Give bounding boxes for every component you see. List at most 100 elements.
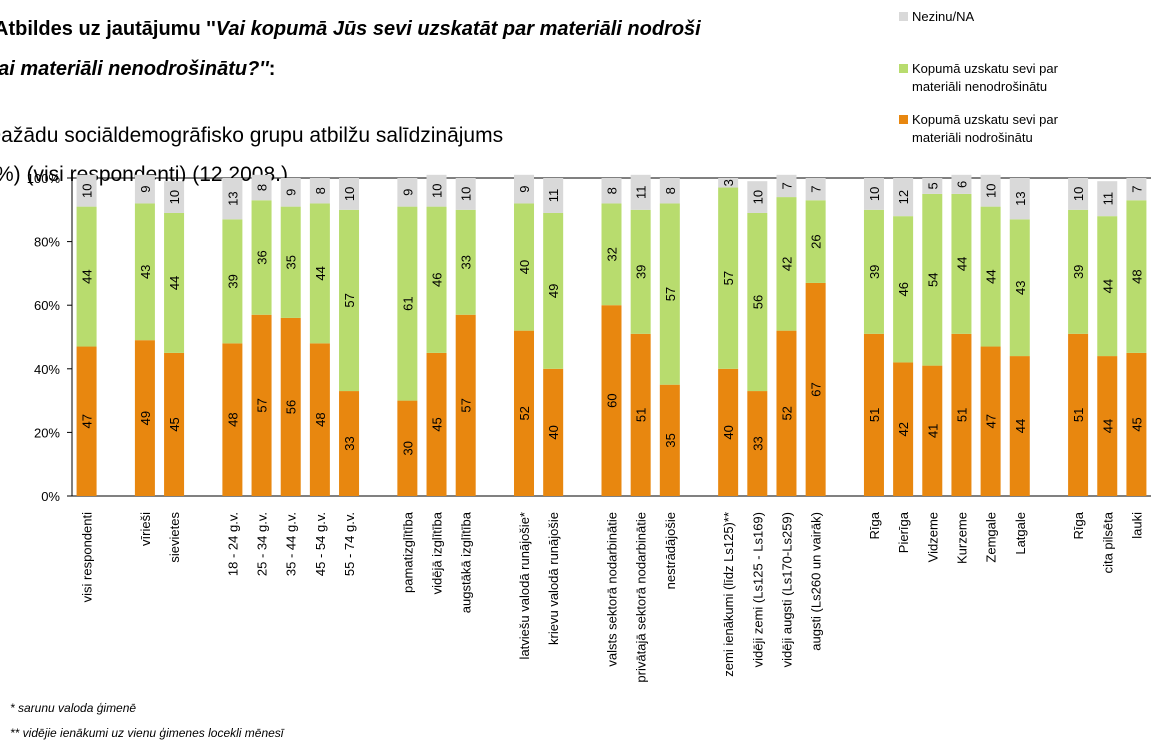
x-label-group: vidēji augsti (Ls170-Ls259) — [779, 512, 794, 667]
value-label-group: 42 — [779, 257, 794, 271]
value-label-group: 40 — [517, 260, 532, 274]
value-label-group: 48 — [225, 412, 240, 426]
y-tick-label: 100% — [27, 171, 61, 186]
bar-segment — [893, 216, 914, 363]
value-label: 13 — [1013, 191, 1028, 205]
x-tick-label: 45 - 54 g.v. — [313, 512, 328, 576]
value-label-group: 43 — [1013, 280, 1028, 294]
value-label: 57 — [342, 293, 357, 307]
bar-segment — [280, 206, 301, 318]
value-label-group: 47 — [80, 414, 95, 428]
bar-segment — [280, 178, 301, 207]
x-label-group: krievu valodā runājošie — [546, 512, 561, 645]
value-label: 48 — [1129, 269, 1144, 283]
bar-segment — [776, 174, 797, 198]
title-part: Vai kopumā Jūs sevi uzskatāt par materiā… — [216, 18, 701, 40]
value-label-group: 7 — [1129, 186, 1144, 193]
bar-segment — [1068, 333, 1089, 496]
value-label-group: 8 — [663, 187, 678, 194]
bar-segment — [76, 206, 97, 347]
value-label: 8 — [255, 184, 270, 191]
x-tick-label: pamatizglītība — [400, 511, 415, 593]
value-label: 67 — [809, 382, 824, 396]
value-label-group: 7 — [779, 182, 794, 189]
bar-segment — [718, 178, 739, 188]
x-tick-label: 35 - 44 g.v. — [284, 512, 299, 576]
value-label: 40 — [517, 260, 532, 274]
value-label-group: 52 — [517, 406, 532, 420]
bar-segment — [339, 209, 360, 392]
value-label: 30 — [400, 441, 415, 455]
bar-segment — [222, 178, 243, 220]
value-label: 54 — [925, 273, 940, 287]
value-label: 39 — [225, 274, 240, 288]
bar-segment — [980, 174, 1001, 207]
value-label-group: 10 — [167, 190, 182, 204]
bar-segment — [951, 333, 972, 496]
bar-segment — [659, 178, 680, 204]
value-label: 10 — [750, 190, 765, 204]
bar-segment — [893, 362, 914, 496]
value-label: 44 — [1100, 279, 1115, 293]
value-label-group: 44 — [954, 257, 969, 271]
bar-segment — [747, 391, 768, 496]
y-tick-label: 60% — [34, 298, 60, 313]
value-label-group: 30 — [400, 441, 415, 455]
bar-segment — [455, 178, 476, 210]
x-label-group: Rīga — [1071, 511, 1086, 539]
value-label: 10 — [342, 187, 357, 201]
bar-segment — [1126, 352, 1147, 496]
bar-segment — [514, 203, 535, 331]
x-label-group: vidējā izglītība — [430, 511, 445, 594]
value-label: 9 — [284, 189, 299, 196]
x-tick-label: augsti (Ls260 un vairāk) — [809, 512, 824, 651]
x-tick-label: 55 - 74 g.v. — [342, 512, 357, 576]
x-label-group: vidēji zemi (Ls125 - Ls169) — [750, 512, 765, 667]
value-label: 41 — [925, 424, 940, 438]
value-label-group: 9 — [517, 186, 532, 193]
subtitle: Dažādu sociāldemogrāfisko grupu atbilžu … — [0, 124, 503, 147]
legend-swatch — [899, 115, 908, 124]
value-label: 45 — [167, 417, 182, 431]
x-tick-label: Zemgale — [984, 512, 999, 563]
value-label-group: 36 — [255, 250, 270, 264]
value-label: 9 — [517, 186, 532, 193]
value-label-group: 10 — [80, 183, 95, 197]
value-label-group: 46 — [896, 282, 911, 296]
bar-segment — [980, 346, 1001, 496]
x-label-group: augstākā izglītība — [459, 511, 474, 613]
bar-segment — [309, 178, 330, 204]
bar-segment — [922, 178, 943, 194]
value-label: 10 — [459, 187, 474, 201]
value-label: 32 — [605, 247, 620, 261]
x-tick-label: krievu valodā runājošie — [546, 512, 561, 645]
x-label-group: 55 - 74 g.v. — [342, 512, 357, 576]
bar-segment — [134, 340, 155, 496]
value-label: 44 — [984, 269, 999, 283]
value-label: 11 — [634, 186, 649, 200]
chart-title: Atbildes uz jautājumu ''Vai kopumā Jūs s… — [0, 18, 701, 40]
value-label-group: 33 — [750, 436, 765, 450]
bar-segment — [951, 193, 972, 334]
x-label-group: 45 - 54 g.v. — [313, 512, 328, 576]
legend-entry: Kopumā uzskatu sevi par materiāli nodroš… — [899, 111, 1092, 147]
value-label: 56 — [750, 295, 765, 309]
value-label-group: 10 — [750, 190, 765, 204]
value-label-group: 48 — [313, 412, 328, 426]
x-tick-label: vīrieši — [138, 512, 153, 546]
value-label: 8 — [605, 187, 620, 194]
value-label-group: 11 — [546, 189, 561, 203]
bar-segment — [514, 330, 535, 496]
bar-segment — [805, 178, 826, 201]
value-label-group: 57 — [255, 398, 270, 412]
x-label-group: cita pilsēta — [1100, 511, 1115, 573]
value-label: 46 — [430, 273, 445, 287]
value-label-group: 39 — [867, 265, 882, 279]
bar-segment — [543, 178, 564, 213]
value-label: 40 — [546, 425, 561, 439]
x-tick-label: zemi ienākumi (līdz Ls125)** — [721, 512, 736, 677]
bar-segment — [164, 352, 185, 496]
x-label-group: Kurzeme — [954, 512, 969, 564]
value-label: 33 — [459, 255, 474, 269]
value-label-group: 8 — [255, 184, 270, 191]
